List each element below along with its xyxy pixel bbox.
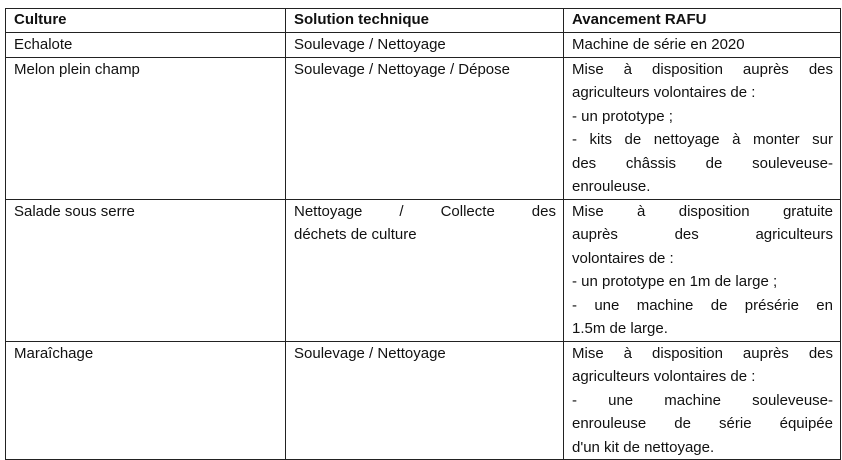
text-line: auprès des agriculteurs: [572, 226, 833, 243]
cell-avancement: Machine de série en 2020: [563, 32, 841, 58]
table-row: Echalote Soulevage / Nettoyage Machine d…: [5, 32, 841, 58]
cell-culture: Salade sous serre: [5, 198, 286, 342]
text-line: Nettoyage / Collecte des: [294, 202, 556, 220]
text-line: - une machine souleveuse-: [572, 391, 833, 409]
text-line: Mise à disposition gratuite: [572, 202, 833, 220]
text-line: volontaires de :: [572, 249, 674, 267]
text-line: agriculteurs volontaires de :: [572, 368, 756, 385]
table-row: Salade sous serre Nettoyage / Collecte d…: [5, 198, 841, 342]
cell-culture: Maraîchage: [5, 340, 286, 460]
text-line: 1.5m de large.: [572, 320, 668, 337]
cell-solution: Soulevage / Nettoyage: [285, 32, 564, 58]
cell-culture: Melon plein champ: [5, 56, 286, 200]
text-line: agriculteurs volontaires de :: [572, 84, 756, 101]
text-line: - un prototype en 1m de large ;: [572, 273, 778, 290]
header-culture: Culture: [5, 8, 286, 33]
header-row: Culture Solution technique Avancement RA…: [5, 8, 841, 33]
cell-solution: Soulevage / Nettoyage / Dépose: [285, 56, 564, 200]
text-line: d'un kit de nettoyage.: [572, 438, 715, 456]
text-line: enrouleuse.: [572, 178, 651, 195]
text-line: déchets de culture: [294, 226, 417, 243]
text-line: enrouleuse de série équipée: [572, 415, 833, 432]
cell-solution: Soulevage / Nettoyage: [285, 340, 564, 460]
cell-culture: Echalote: [5, 32, 286, 58]
cell-avancement: Mise à disposition auprès des agriculteu…: [563, 56, 841, 200]
header-avancement: Avancement RAFU: [563, 8, 841, 33]
text-line: Mise à disposition auprès des: [572, 60, 833, 78]
text-line: - kits de nettoyage à monter sur: [572, 131, 833, 148]
text-line: Soulevage / Nettoyage: [294, 344, 446, 362]
text-line: Mise à disposition auprès des: [572, 344, 833, 362]
text-line: Soulevage / Nettoyage: [294, 36, 446, 53]
text-line: des châssis de souleveuse-: [572, 154, 833, 172]
cell-avancement: Mise à disposition gratuite auprès des a…: [563, 198, 841, 342]
cell-solution: Nettoyage / Collecte des déchets de cult…: [285, 198, 564, 342]
text-line: - un prototype ;: [572, 107, 673, 125]
rafu-table: Culture Solution technique Avancement RA…: [5, 8, 841, 460]
text-line: - une machine de présérie en: [572, 296, 833, 314]
table-row: Melon plein champ Soulevage / Nettoyage …: [5, 56, 841, 200]
text-line: Machine de série en 2020: [572, 36, 745, 53]
table-row: Maraîchage Soulevage / Nettoyage Mise à …: [5, 340, 841, 460]
header-solution: Solution technique: [285, 8, 564, 33]
text-line: Soulevage / Nettoyage / Dépose: [294, 60, 510, 78]
cell-avancement: Mise à disposition auprès des agriculteu…: [563, 340, 841, 460]
